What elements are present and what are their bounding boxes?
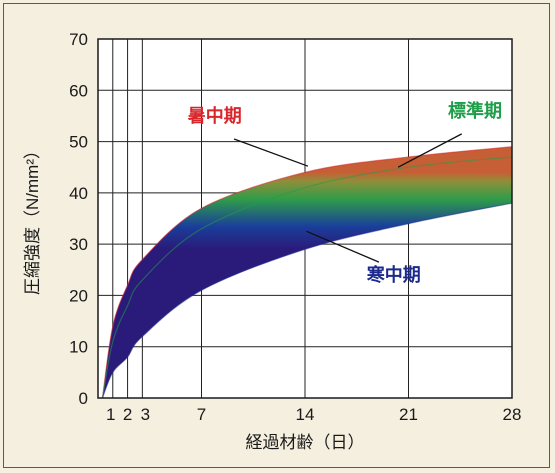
x-axis-label: 経過材齢（日） xyxy=(246,433,365,452)
series-label: 標準期 xyxy=(448,100,502,121)
x-tick-label: 28 xyxy=(503,405,522,424)
strength-chart: 0 10 20 30 40 50 60 70 1 2 3 7 14 21 28 経過材齢（日） 圧縮強度（N… xyxy=(23,30,521,452)
y-tick-label: 0 xyxy=(79,389,88,408)
leader-line xyxy=(397,133,463,168)
series-line xyxy=(101,156,513,399)
series-line xyxy=(101,146,513,399)
tick-labels: 0 10 20 30 40 50 60 70 1 2 3 7 14 21 28 xyxy=(69,30,521,424)
y-tick-label: 10 xyxy=(69,338,88,357)
strength-band-area xyxy=(102,146,512,398)
y-tick-label: 60 xyxy=(69,81,88,100)
x-tick-label: 3 xyxy=(141,405,150,424)
y-tick-label: 30 xyxy=(69,235,88,254)
x-tick-label: 7 xyxy=(197,405,206,424)
chart-frame: 0 10 20 30 40 50 60 70 1 2 3 7 14 21 28 経過材齢（日） 圧縮強度（N… xyxy=(3,3,550,468)
x-tick-label: 1 xyxy=(106,405,115,424)
x-tick-label: 14 xyxy=(296,405,315,424)
leader-line xyxy=(306,230,380,263)
series-line xyxy=(101,202,513,399)
series-label: 寒中期 xyxy=(366,264,421,285)
y-tick-label: 70 xyxy=(69,30,88,49)
x-tick-label: 21 xyxy=(399,405,418,424)
y-tick-label: 20 xyxy=(69,286,88,305)
y-axis-label: 圧縮強度（N/mm²） xyxy=(23,142,42,295)
plot-border xyxy=(97,38,513,399)
y-tick-label: 40 xyxy=(69,184,88,203)
y-tick-label: 50 xyxy=(69,133,88,152)
series-label: 暑中期 xyxy=(188,105,242,126)
x-tick-label: 2 xyxy=(123,405,132,424)
leader-line xyxy=(233,138,309,167)
leader-lines xyxy=(233,133,463,263)
strength-band xyxy=(101,146,513,399)
